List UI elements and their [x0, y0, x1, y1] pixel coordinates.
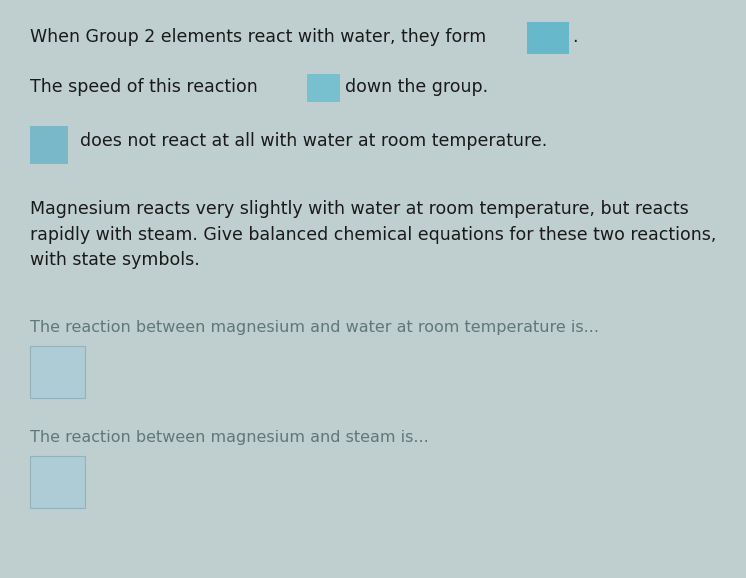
Bar: [527, 22, 569, 54]
Text: Magnesium reacts very slightly with water at room temperature, but reacts
rapidl: Magnesium reacts very slightly with wate…: [30, 200, 716, 269]
Bar: [30, 346, 85, 398]
Text: does not react at all with water at room temperature.: does not react at all with water at room…: [80, 132, 548, 150]
Bar: [30, 126, 68, 164]
Text: When Group 2 elements react with water, they form: When Group 2 elements react with water, …: [30, 28, 486, 46]
Text: .: .: [572, 28, 577, 46]
Text: The reaction between magnesium and steam is...: The reaction between magnesium and steam…: [30, 430, 429, 445]
Bar: [30, 456, 85, 508]
Bar: [307, 74, 340, 102]
Text: The reaction between magnesium and water at room temperature is...: The reaction between magnesium and water…: [30, 320, 599, 335]
Text: The speed of this reaction: The speed of this reaction: [30, 78, 258, 96]
Text: down the group.: down the group.: [345, 78, 488, 96]
